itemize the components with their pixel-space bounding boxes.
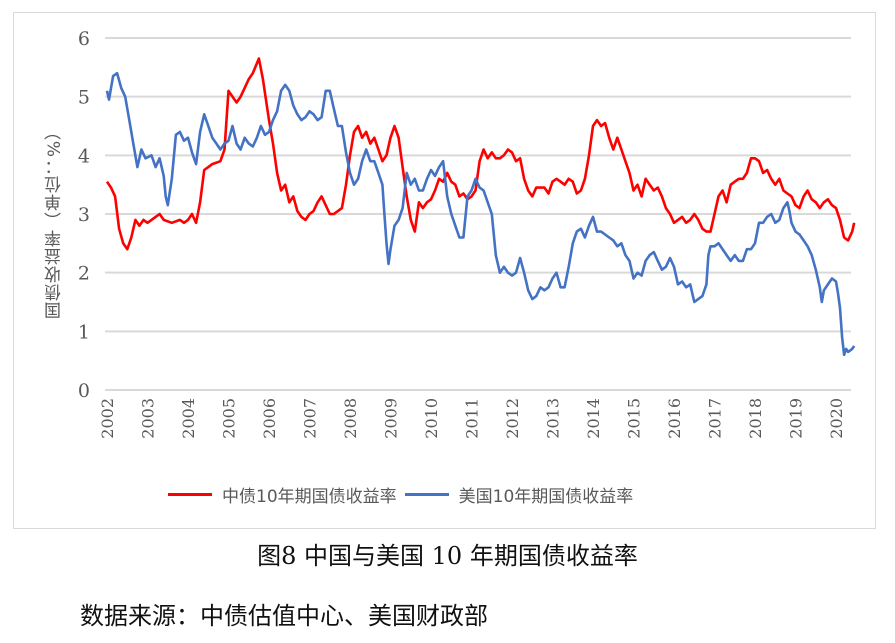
legend-item-china: 中债10年期国债收益率	[168, 482, 397, 507]
x-tick-label: 2010	[422, 398, 441, 439]
line-chart: 0 1 2 3 4 5 6 2002 2003 2004 2005 2006 2007 2008 2009 2…	[78, 28, 856, 439]
x-tick-label: 2004	[179, 398, 198, 439]
series-us-line	[105, 71, 856, 357]
x-tick-label: 2007	[301, 398, 320, 439]
y-tick-label: 1	[78, 321, 90, 343]
x-tick-label: 2009	[382, 398, 401, 439]
legend-label-us: 美国10年期国债收益率	[458, 487, 634, 507]
y-tick-label: 4	[78, 145, 90, 167]
x-tick-label: 2006	[260, 398, 279, 439]
x-tick-label: 2008	[341, 398, 360, 439]
y-tick-label: 6	[78, 28, 90, 50]
series-china-line	[105, 57, 856, 251]
x-tick-label: 2017	[706, 398, 725, 439]
x-tick-label: 2005	[220, 398, 239, 439]
legend-swatch-blue-line-icon	[404, 493, 449, 496]
legend-label-china: 中债10年期国债收益率	[222, 487, 397, 507]
chart-frame	[13, 12, 876, 529]
x-tick-label: 2011	[463, 398, 482, 439]
y-tick-label: 5	[78, 87, 90, 109]
x-tick-label: 2014	[584, 398, 603, 439]
y-tick-label: 0	[78, 380, 90, 402]
data-source-note: 数据来源：中债估值中心、美国财政部	[80, 602, 488, 630]
y-tick-label: 3	[78, 204, 90, 226]
x-tick-label: 2002	[98, 398, 117, 439]
y-axis-label: 国债收益率（单位：%）	[45, 121, 65, 319]
x-tick-label: 2016	[665, 398, 684, 439]
x-tick-label: 2003	[139, 398, 158, 439]
x-tick-label: 2018	[746, 398, 765, 439]
x-tick-label: 2013	[544, 398, 563, 439]
y-tick-label: 2	[78, 263, 90, 285]
legend: 中债10年期国债收益率 美国10年期国债收益率	[168, 482, 641, 507]
x-tick-label: 2012	[503, 398, 522, 439]
x-tick-label: 2019	[787, 398, 806, 439]
legend-swatch-red-line-icon	[168, 493, 212, 496]
legend-item-us: 美国10年期国债收益率	[404, 482, 634, 507]
x-tick-label: 2020	[827, 398, 846, 439]
figure-caption: 图8 中国与美国 10 年期国债收益率	[257, 542, 638, 570]
x-tick-label: 2015	[625, 398, 644, 439]
